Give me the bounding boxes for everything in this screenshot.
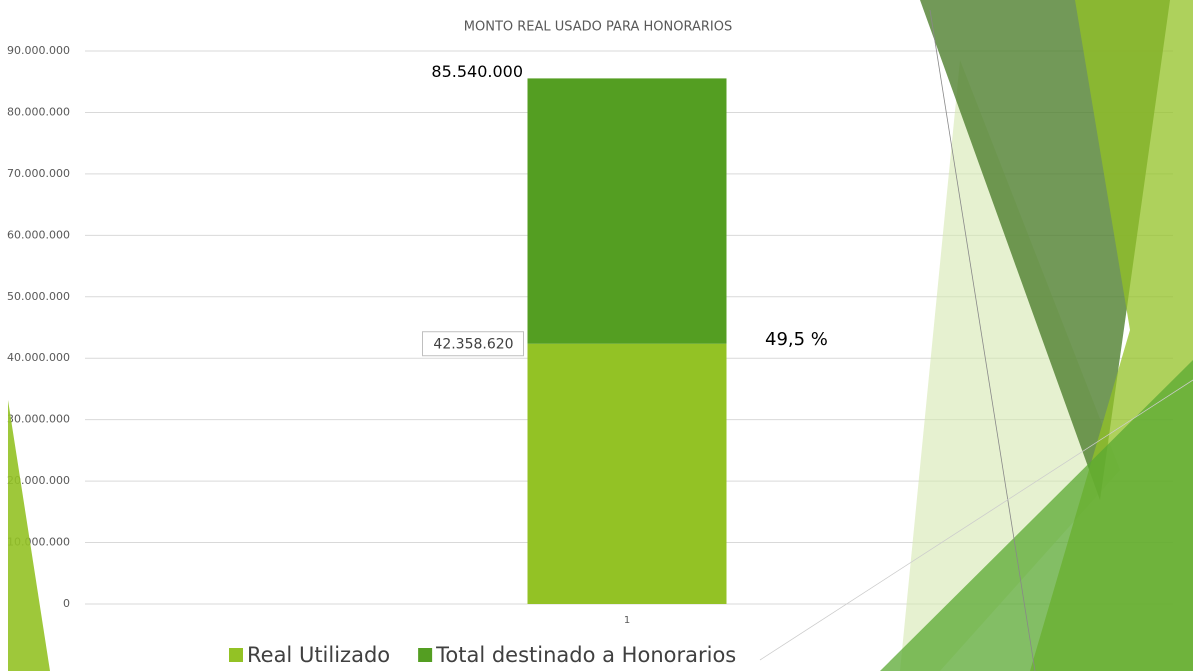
bar-segment [527, 343, 727, 604]
y-tick-label: 90.000.000 [7, 44, 70, 57]
y-tick-label: 0 [63, 597, 70, 610]
decor-triangle [8, 400, 50, 671]
annotation: 49,5 % [765, 329, 828, 350]
y-tick-label: 30.000.000 [7, 413, 70, 426]
x-tick-label: 1 [624, 615, 630, 626]
bar-segment [527, 78, 727, 344]
decor-triangle [880, 360, 1193, 671]
data-label: 42.358.620 [433, 337, 513, 353]
y-tick-label: 50.000.000 [7, 290, 70, 303]
y-tick-label: 20.000.000 [7, 474, 70, 487]
legend-swatch [418, 648, 433, 662]
legend-swatch [229, 648, 243, 662]
y-tick-label: 80.000.000 [7, 105, 70, 118]
legend-label: Real Utilizado [247, 643, 390, 667]
decoration [8, 0, 1193, 671]
y-tick-label: 40.000.000 [7, 351, 70, 364]
decor-line [759, 379, 1193, 661]
data-label-box [422, 331, 524, 357]
y-tick-label: 60.000.000 [7, 228, 70, 241]
total-label: 85.540.000 [431, 62, 523, 81]
legend-label: Total destinado a Honorarios [435, 643, 736, 667]
chart-title: MONTO REAL USADO PARA HONORARIOS [464, 20, 732, 35]
decor-line [929, 9, 1036, 671]
y-tick-label: 70.000.000 [7, 167, 70, 180]
